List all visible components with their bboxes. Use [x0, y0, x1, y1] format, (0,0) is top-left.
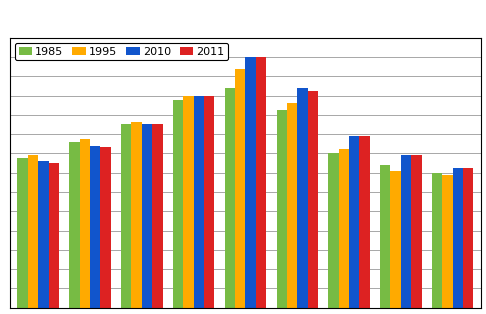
Bar	[390, 171, 401, 308]
Bar	[173, 100, 183, 308]
Bar	[38, 161, 49, 308]
Bar	[297, 88, 308, 308]
Bar	[225, 88, 235, 308]
Bar	[256, 57, 266, 308]
Bar	[152, 124, 162, 308]
Bar	[193, 95, 204, 308]
Bar	[204, 95, 214, 308]
Bar	[401, 155, 411, 308]
Bar	[80, 139, 90, 308]
Bar	[245, 57, 256, 308]
Bar	[49, 163, 59, 308]
Bar	[28, 155, 38, 308]
Bar	[360, 136, 370, 308]
Bar	[69, 142, 80, 308]
Legend: 1985, 1995, 2010, 2011: 1985, 1995, 2010, 2011	[15, 43, 228, 60]
Bar	[17, 158, 28, 308]
Bar	[339, 149, 349, 308]
Bar	[235, 68, 245, 308]
Bar	[442, 175, 452, 308]
Bar	[380, 165, 390, 308]
Bar	[329, 154, 339, 308]
Bar	[131, 122, 142, 308]
Bar	[452, 168, 463, 308]
Bar	[411, 155, 421, 308]
Bar	[277, 110, 287, 308]
Bar	[308, 91, 318, 308]
Bar	[90, 146, 101, 308]
Bar	[432, 173, 442, 308]
Bar	[463, 168, 473, 308]
Bar	[287, 103, 297, 308]
Bar	[349, 136, 360, 308]
Bar	[101, 147, 111, 308]
Bar	[121, 124, 131, 308]
Bar	[183, 95, 193, 308]
Bar	[142, 124, 152, 308]
